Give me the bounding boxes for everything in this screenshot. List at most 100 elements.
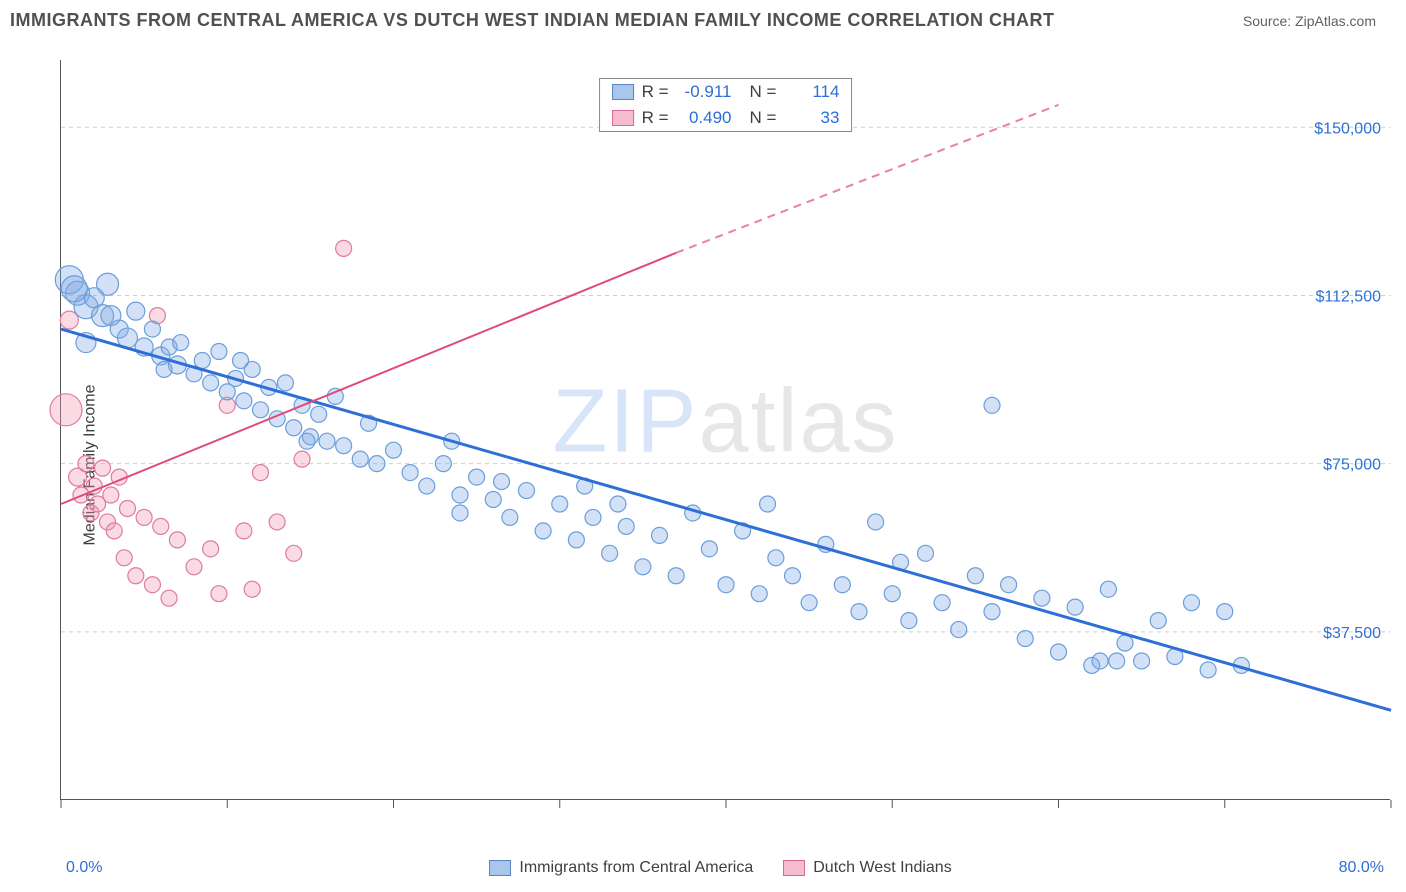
data-point <box>299 433 315 449</box>
data-point <box>652 527 668 543</box>
data-point <box>95 460 111 476</box>
data-point <box>116 550 132 566</box>
data-point <box>602 545 618 561</box>
data-point <box>286 545 302 561</box>
data-point <box>97 273 119 295</box>
data-point <box>233 352 249 368</box>
data-point <box>1034 590 1050 606</box>
data-point <box>934 595 950 611</box>
y-tick-label: $75,000 <box>1323 457 1381 474</box>
x-axis-min-label: 0.0% <box>66 859 102 877</box>
data-point <box>211 344 227 360</box>
data-point <box>144 577 160 593</box>
data-point <box>61 276 87 302</box>
data-point <box>1117 635 1133 651</box>
plot-area: $37,500$75,000$112,500$150,000 ZIPatlas … <box>60 60 1390 800</box>
data-point <box>751 586 767 602</box>
legend-swatch-icon <box>489 860 511 876</box>
data-point <box>535 523 551 539</box>
data-point <box>701 541 717 557</box>
data-point <box>552 496 568 512</box>
data-point <box>120 500 136 516</box>
data-point <box>311 406 327 422</box>
data-point <box>618 518 634 534</box>
data-point <box>211 586 227 602</box>
data-point <box>951 622 967 638</box>
trendline-pink <box>61 253 676 504</box>
stats-row: R =0.490N =33 <box>600 105 852 131</box>
data-point <box>868 514 884 530</box>
data-point <box>1150 613 1166 629</box>
data-point <box>269 514 285 530</box>
data-point <box>127 302 145 320</box>
stats-r-value: 0.490 <box>677 108 732 128</box>
data-point <box>161 590 177 606</box>
data-point <box>485 492 501 508</box>
data-point <box>568 532 584 548</box>
stats-n-value: 114 <box>784 82 839 102</box>
legend-swatch-icon <box>612 110 634 126</box>
data-point <box>203 541 219 557</box>
bottom-legend: 0.0% Immigrants from Central America Dutc… <box>60 859 1390 877</box>
data-point <box>386 442 402 458</box>
stats-r-label: R = <box>642 82 669 102</box>
data-point <box>236 393 252 409</box>
data-point <box>78 456 94 472</box>
legend-item-label: Immigrants from Central America <box>519 859 753 877</box>
legend-item: Immigrants from Central America <box>489 859 753 877</box>
data-point <box>1051 644 1067 660</box>
data-point <box>1200 662 1216 678</box>
data-point <box>169 532 185 548</box>
data-point <box>435 456 451 472</box>
data-point <box>173 335 189 351</box>
legend-swatch-icon <box>612 84 634 100</box>
header: IMMIGRANTS FROM CENTRAL AMERICA VS DUTCH… <box>0 0 1406 36</box>
data-point <box>1067 599 1083 615</box>
legend-item: Dutch West Indians <box>783 859 951 877</box>
data-point <box>336 438 352 454</box>
data-point <box>967 568 983 584</box>
data-point <box>194 352 210 368</box>
data-point <box>760 496 776 512</box>
data-point <box>452 505 468 521</box>
data-point <box>186 559 202 575</box>
data-point <box>236 523 252 539</box>
plot-svg: $37,500$75,000$112,500$150,000 <box>61 60 1390 799</box>
y-tick-label: $112,500 <box>1315 288 1381 305</box>
data-point <box>253 402 269 418</box>
data-point <box>352 451 368 467</box>
data-point <box>294 451 310 467</box>
data-point <box>901 613 917 629</box>
chart-title: IMMIGRANTS FROM CENTRAL AMERICA VS DUTCH… <box>10 10 1054 31</box>
stats-legend-box: R =-0.911N =114R =0.490N =33 <box>599 78 853 132</box>
data-point <box>103 487 119 503</box>
data-point <box>106 523 122 539</box>
data-point <box>768 550 784 566</box>
data-point <box>884 586 900 602</box>
x-axis-max-label: 80.0% <box>1339 859 1384 877</box>
data-point <box>718 577 734 593</box>
data-point <box>635 559 651 575</box>
data-point <box>319 433 335 449</box>
data-point <box>1184 595 1200 611</box>
data-point <box>203 375 219 391</box>
data-point <box>502 509 518 525</box>
legend-swatch-icon <box>783 860 805 876</box>
data-point <box>1017 631 1033 647</box>
data-point <box>585 509 601 525</box>
data-point <box>244 581 260 597</box>
stats-n-label: N = <box>750 82 777 102</box>
data-point <box>984 604 1000 620</box>
data-point <box>1109 653 1125 669</box>
data-point <box>494 474 510 490</box>
data-point <box>369 456 385 472</box>
data-point <box>785 568 801 584</box>
data-point <box>834 577 850 593</box>
data-point <box>419 478 435 494</box>
data-point <box>144 321 160 337</box>
data-point <box>1217 604 1233 620</box>
data-point <box>1001 577 1017 593</box>
data-point <box>136 509 152 525</box>
trendline-blue <box>61 329 1391 710</box>
data-point <box>253 465 269 481</box>
